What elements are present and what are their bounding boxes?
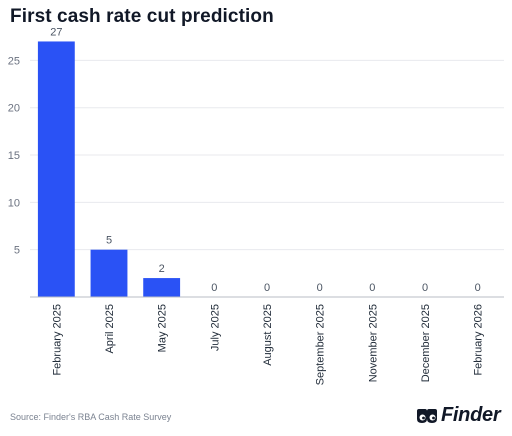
brand-logo: Finder [416, 404, 501, 427]
brand-name: Finder [441, 404, 501, 426]
data-labels: 27 5 2 0 0 0 0 0 0 [50, 26, 481, 294]
finder-eyes-icon [417, 408, 437, 423]
grid-lines [30, 59, 504, 251]
y-tick-label: 25 [8, 55, 20, 67]
x-axis-ticks: February 2025 April 2025 May 2025 July 2025… [51, 304, 484, 385]
data-label: 0 [475, 282, 481, 294]
data-label: 0 [264, 282, 270, 294]
data-label: 0 [317, 282, 323, 294]
y-tick-label: 10 [8, 197, 20, 209]
x-tick-label: August 2025 [262, 304, 274, 366]
bar [143, 278, 181, 297]
y-tick-label: 20 [8, 103, 20, 115]
y-tick-label: 5 [14, 245, 20, 257]
x-tick-label: April 2025 [104, 304, 116, 354]
data-label: 0 [211, 282, 217, 294]
data-label: 0 [422, 282, 428, 294]
data-label: 0 [369, 282, 375, 294]
y-tick-label: 15 [8, 150, 20, 162]
data-label: 5 [106, 235, 112, 247]
x-tick-label: November 2025 [367, 304, 379, 382]
bar [90, 249, 128, 297]
x-tick-label: December 2025 [420, 304, 432, 382]
bar [37, 41, 75, 297]
data-label: 27 [50, 26, 62, 38]
chart-title: First cash rate cut prediction [10, 6, 274, 27]
x-tick-label: September 2025 [315, 304, 327, 385]
x-tick-label: February 2026 [473, 304, 485, 376]
source-note: Source: Finder's RBA Cash Rate Survey [10, 412, 172, 422]
bars [37, 41, 181, 297]
data-label: 2 [159, 263, 165, 275]
x-tick-label: May 2025 [157, 304, 169, 352]
x-tick-label: July 2025 [209, 304, 221, 351]
x-tick-label: February 2025 [51, 304, 63, 376]
y-axis-ticks: 5 10 15 20 25 [8, 55, 20, 256]
